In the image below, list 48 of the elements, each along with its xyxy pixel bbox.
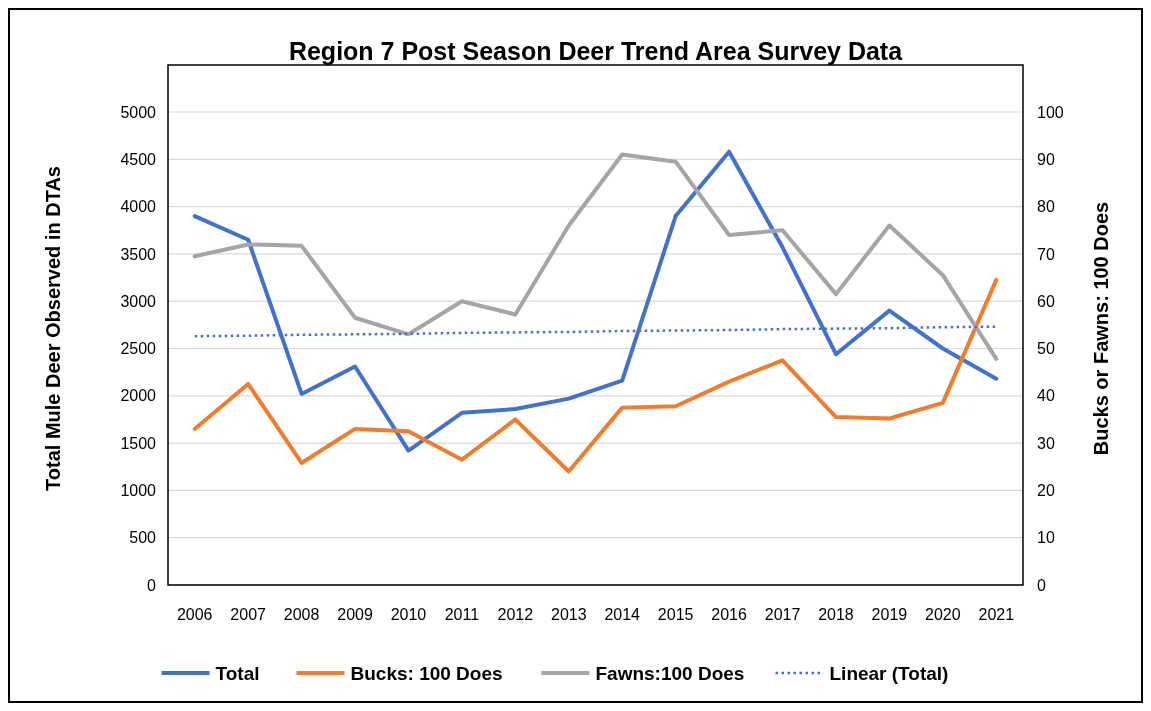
y2-axis-title: Bucks or Fawns: 100 Does [1090, 201, 1112, 456]
y-tick-label: 4500 [120, 150, 157, 168]
x-tick-label: 2018 [818, 606, 854, 623]
x-tick-label: 2020 [925, 606, 961, 623]
x-tick-label: 2009 [337, 606, 373, 623]
y-tick-label: 0 [147, 576, 157, 594]
y2-tick-label: 90 [1037, 150, 1055, 168]
y-tick-label: 500 [129, 529, 157, 547]
y-tick-label: 2500 [120, 340, 157, 358]
legend-label: Linear (Total) [829, 662, 949, 684]
legend-label: Total [215, 662, 260, 684]
x-tick-label: 2021 [978, 606, 1015, 623]
x-tick-label: 2015 [657, 606, 694, 623]
x-tick-label: 2013 [550, 606, 587, 623]
legend-label: Bucks: 100 Does [350, 662, 503, 684]
x-tick-label: 2014 [604, 606, 641, 623]
x-tick-label: 2010 [390, 606, 427, 623]
legend-label: Fawns:100 Does [595, 662, 745, 684]
y-tick-label: 1500 [120, 434, 157, 452]
x-tick-label: 2011 [444, 606, 480, 623]
x-tick-label: 2006 [176, 606, 213, 623]
y2-tick-label: 80 [1037, 198, 1055, 216]
y-tick-label: 1000 [120, 482, 157, 499]
y2-tick-label: 100 [1037, 103, 1064, 121]
x-tick-label: 2017 [764, 606, 801, 623]
x-tick-label: 2016 [711, 606, 747, 623]
chart-title: Region 7 Post Season Deer Trend Area Survey Data [288, 37, 904, 65]
y-axis-title: Total Mule Deer Observed in DTAs [42, 166, 64, 491]
y-tick-label: 4000 [120, 198, 157, 216]
y2-tick-label: 0 [1037, 576, 1046, 594]
y2-tick-label: 60 [1037, 292, 1055, 310]
y2-tick-label: 10 [1037, 529, 1055, 547]
y-tick-label: 3000 [120, 292, 157, 310]
y2-tick-label: 20 [1037, 482, 1055, 499]
y2-tick-label: 70 [1037, 245, 1055, 263]
x-tick-label: 2007 [230, 606, 267, 623]
y2-tick-label: 40 [1037, 387, 1055, 405]
y-tick-label: 2000 [120, 387, 157, 405]
line-series [192, 277, 999, 474]
y2-tick-label: 30 [1037, 434, 1055, 452]
x-tick-label: 2008 [283, 606, 320, 623]
y-tick-label: 3500 [120, 245, 157, 263]
line-series [192, 152, 999, 361]
y-tick-label: 5000 [120, 103, 157, 121]
y2-tick-label: 50 [1037, 340, 1055, 358]
line-series [192, 149, 999, 453]
x-tick-label: 2012 [497, 606, 534, 623]
x-tick-label: 2019 [871, 606, 908, 623]
